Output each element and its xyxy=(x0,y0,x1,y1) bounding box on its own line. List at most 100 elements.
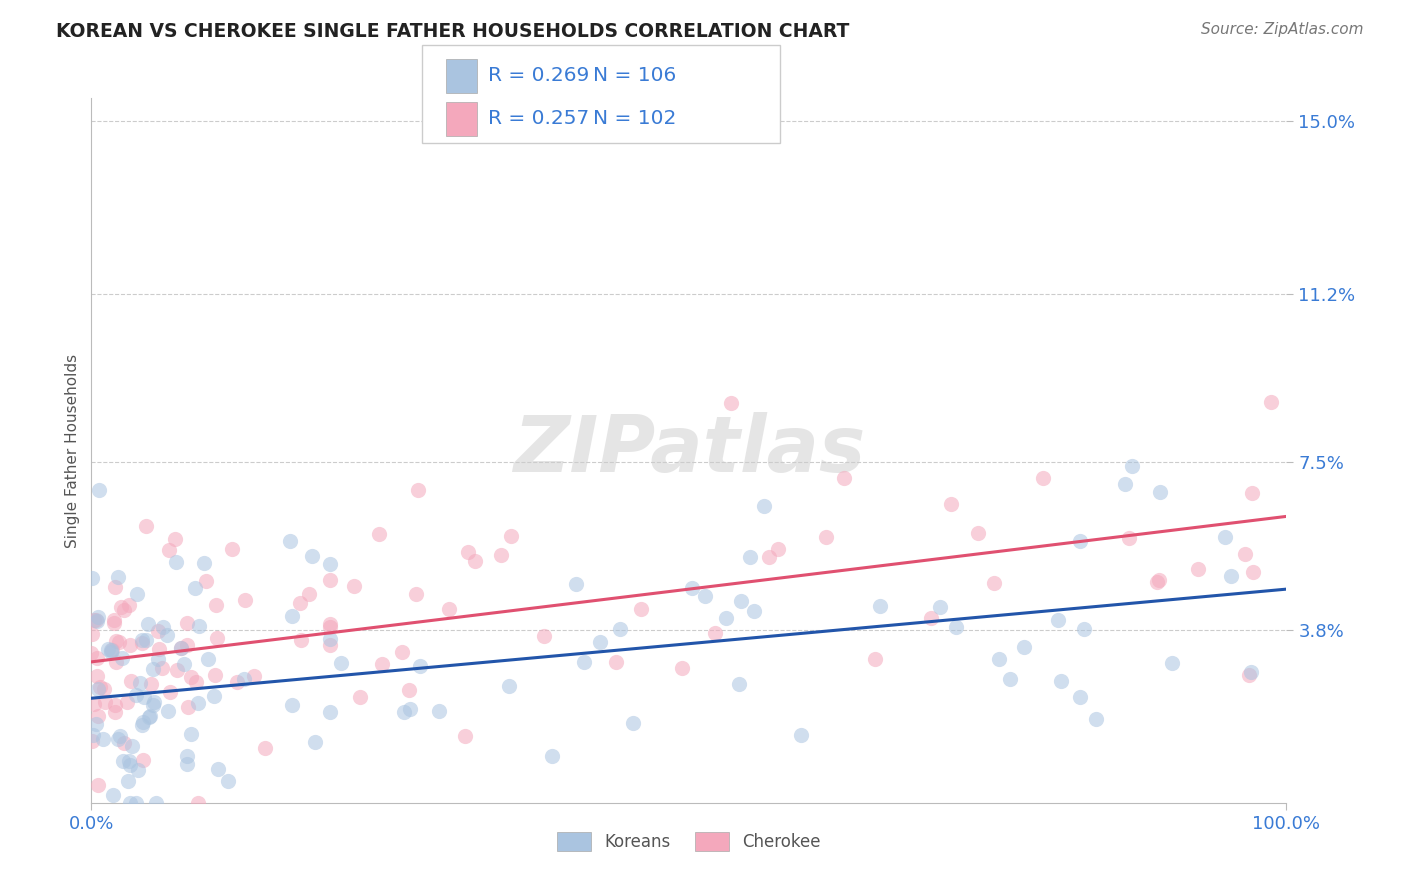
Point xyxy=(157,542,180,557)
Point xyxy=(111,650,134,665)
Text: N = 102: N = 102 xyxy=(593,109,676,128)
Point xyxy=(221,541,243,556)
Point xyxy=(197,651,219,665)
Point xyxy=(112,603,135,617)
Point xyxy=(815,530,838,544)
Point xyxy=(87,709,110,723)
Point xyxy=(103,789,125,803)
Point xyxy=(319,617,342,632)
Point xyxy=(392,705,415,719)
Point xyxy=(135,519,157,533)
Point xyxy=(89,483,111,498)
Point xyxy=(195,574,218,588)
Point xyxy=(82,627,104,641)
Point xyxy=(125,689,148,703)
Point xyxy=(1260,394,1282,409)
Point xyxy=(278,533,301,548)
Point xyxy=(489,548,512,562)
Point xyxy=(89,680,111,694)
Point xyxy=(1146,574,1168,589)
Point xyxy=(1219,568,1241,582)
Point xyxy=(1161,656,1184,670)
Point xyxy=(217,774,239,789)
Point xyxy=(253,740,276,755)
Point xyxy=(1114,476,1136,491)
Point xyxy=(80,571,103,585)
Point xyxy=(115,696,138,710)
Point xyxy=(967,526,990,541)
Point xyxy=(609,622,631,636)
Point xyxy=(131,632,153,647)
Point xyxy=(720,396,742,410)
Point xyxy=(166,663,188,677)
Point xyxy=(187,796,209,810)
Point xyxy=(1233,547,1256,561)
Point xyxy=(170,641,193,656)
Point xyxy=(104,698,127,713)
Point xyxy=(319,705,342,719)
Point xyxy=(135,633,157,648)
Point xyxy=(290,596,312,610)
Point xyxy=(758,549,780,564)
Point xyxy=(540,749,562,764)
Point xyxy=(742,605,765,619)
Point xyxy=(131,636,153,650)
Point xyxy=(184,581,207,595)
Point xyxy=(84,716,107,731)
Point xyxy=(1050,673,1073,688)
Point xyxy=(368,527,391,541)
Point xyxy=(117,598,139,612)
Point xyxy=(107,570,129,584)
Point xyxy=(290,633,312,648)
Point xyxy=(136,616,159,631)
Point xyxy=(869,599,891,613)
Point xyxy=(233,593,256,607)
Point xyxy=(766,542,789,557)
Point xyxy=(107,732,129,747)
Point xyxy=(406,483,429,497)
Point xyxy=(605,656,627,670)
Point xyxy=(301,549,323,564)
Point xyxy=(87,682,110,697)
Point xyxy=(714,611,737,625)
Point xyxy=(498,679,520,693)
Point xyxy=(1073,623,1095,637)
Point xyxy=(193,556,215,570)
Point xyxy=(621,716,644,731)
Point xyxy=(176,757,198,772)
Point xyxy=(1187,562,1209,576)
Point xyxy=(983,576,1005,591)
Point xyxy=(120,796,142,810)
Point xyxy=(1213,530,1236,544)
Point xyxy=(187,619,209,633)
Point xyxy=(86,778,108,792)
Point xyxy=(319,638,342,652)
Point xyxy=(464,553,486,567)
Point xyxy=(104,580,127,594)
Point xyxy=(97,641,120,656)
Point xyxy=(94,695,117,709)
Point xyxy=(1000,673,1022,687)
Point xyxy=(319,574,342,588)
Point xyxy=(225,675,247,690)
Point xyxy=(187,696,209,710)
Point xyxy=(100,645,122,659)
Point xyxy=(163,532,186,546)
Point xyxy=(281,608,304,623)
Point xyxy=(319,557,342,571)
Text: R = 0.257: R = 0.257 xyxy=(488,109,589,128)
Point xyxy=(343,579,366,593)
Point xyxy=(165,555,187,569)
Point xyxy=(202,690,225,704)
Point xyxy=(80,646,103,660)
Point xyxy=(173,657,195,672)
Point xyxy=(100,642,122,657)
Point xyxy=(176,639,198,653)
Point xyxy=(1085,712,1108,726)
Point xyxy=(703,625,725,640)
Point xyxy=(150,661,173,675)
Point xyxy=(1240,665,1263,679)
Point xyxy=(207,762,229,776)
Point xyxy=(86,610,108,624)
Point xyxy=(298,587,321,601)
